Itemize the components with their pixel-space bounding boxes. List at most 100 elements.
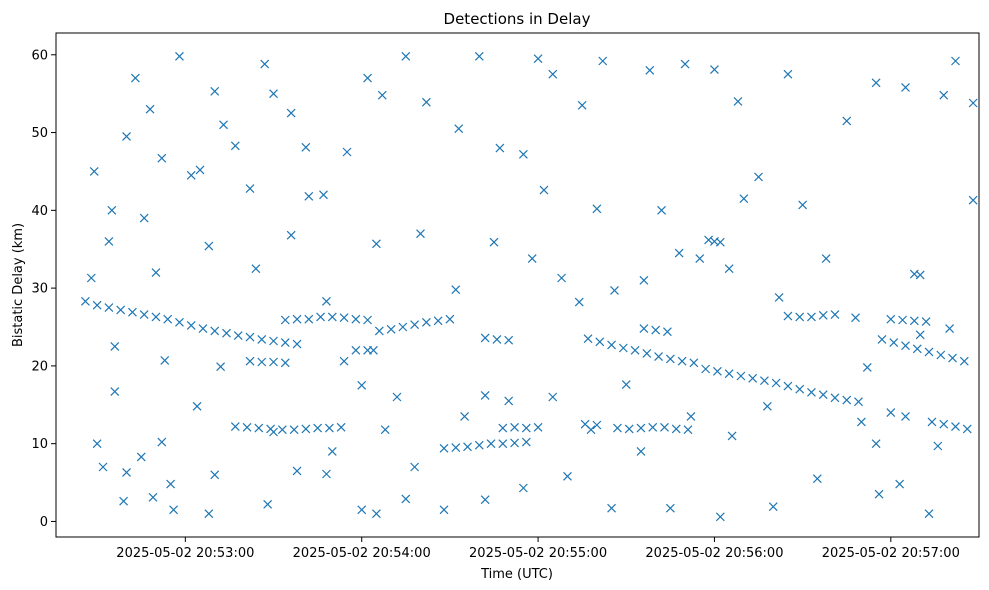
data-point-marker — [636, 423, 646, 433]
data-point-marker — [968, 98, 978, 108]
data-point-marker — [759, 376, 769, 386]
data-point-marker — [895, 479, 905, 489]
data-point-marker — [357, 505, 367, 515]
y-axis: 0 10 20 30 40 50 60 — [31, 48, 56, 530]
data-point-marker — [222, 328, 231, 338]
data-point-marker — [122, 468, 131, 477]
data-point-marker — [233, 331, 243, 340]
data-point-marker — [851, 313, 860, 323]
data-point-marker — [683, 425, 693, 435]
data-point-marker — [204, 241, 214, 251]
data-point-marker — [463, 442, 472, 452]
data-point-marker — [186, 321, 196, 330]
data-point-marker — [842, 116, 852, 126]
data-point-marker — [260, 59, 270, 69]
data-point-marker — [795, 384, 805, 394]
data-point-marker — [818, 310, 828, 320]
data-point-marker — [286, 108, 296, 118]
x-axis: 2025-05-02 20:53:00 2025-05-02 20:54:00 20… — [116, 537, 960, 561]
data-point-marker — [410, 462, 420, 472]
data-point-marker — [245, 332, 255, 342]
data-point-marker — [269, 89, 278, 99]
data-point-marker — [289, 425, 299, 435]
data-point-marker — [618, 343, 628, 353]
data-point-marker — [136, 452, 146, 462]
data-point-marker — [151, 268, 161, 277]
data-point-marker — [807, 312, 816, 322]
data-point-marker — [645, 65, 655, 75]
data-point-marker — [369, 345, 378, 355]
data-point-marker — [371, 239, 381, 249]
data-point-marker — [292, 339, 302, 349]
data-point-marker — [877, 335, 887, 344]
data-point-marker — [219, 120, 228, 130]
data-point-marker — [886, 408, 896, 417]
data-point-marker — [768, 502, 778, 512]
data-point-marker — [163, 314, 173, 324]
data-point-marker — [230, 141, 240, 151]
data-point-marker — [495, 143, 505, 153]
data-point-marker — [886, 314, 896, 324]
plot-frame — [55, 32, 980, 538]
data-point-marker — [175, 317, 184, 327]
data-point-marker — [304, 191, 314, 201]
data-point-marker — [198, 324, 208, 333]
data-point-marker — [774, 293, 784, 302]
x-tick-label: 2025-05-02 20:55:00 — [469, 546, 607, 561]
plot-area — [55, 32, 980, 538]
data-point-marker — [924, 347, 934, 357]
data-point-marker — [416, 229, 425, 239]
x-tick-label: 2025-05-02 20:56:00 — [645, 546, 783, 561]
y-tick-label: 30 — [31, 282, 48, 297]
data-point-marker — [98, 462, 108, 472]
data-point-marker — [489, 237, 499, 247]
data-point-marker — [912, 344, 922, 354]
data-point-marker — [724, 264, 734, 274]
data-point-marker — [748, 373, 758, 383]
data-point-marker — [736, 371, 746, 381]
data-point-marker — [624, 424, 634, 434]
data-point-marker — [301, 424, 311, 434]
data-point-marker — [474, 440, 484, 450]
data-point-marker — [783, 311, 793, 321]
data-point-marker — [539, 185, 549, 195]
data-point-marker — [339, 313, 349, 323]
data-point-marker — [504, 335, 514, 345]
data-point-marker — [192, 401, 202, 411]
data-point-marker — [324, 423, 334, 433]
data-point-marker — [701, 364, 711, 374]
data-point-marker — [301, 142, 311, 152]
data-point-marker — [486, 439, 496, 449]
data-point-marker — [533, 54, 543, 64]
data-point-marker — [959, 356, 969, 366]
data-point-marker — [401, 494, 411, 504]
data-point-marker — [480, 391, 490, 400]
data-point-marker — [210, 470, 220, 480]
data-point-marker — [460, 412, 470, 421]
data-point-marker — [592, 420, 602, 430]
data-point-marker — [386, 324, 396, 334]
data-point-marker — [871, 439, 881, 449]
data-point-marker — [871, 78, 881, 88]
data-point-marker — [642, 349, 652, 358]
data-point-marker — [510, 422, 519, 432]
data-point-marker — [854, 397, 863, 407]
data-point-marker — [351, 314, 361, 324]
data-point-marker — [939, 90, 949, 100]
data-point-marker — [518, 149, 528, 159]
data-point-marker — [286, 230, 296, 240]
x-tick-label: 2025-05-02 20:57:00 — [822, 546, 960, 561]
data-point-marker — [175, 51, 184, 61]
data-point-marker — [862, 363, 872, 372]
data-point-marker — [927, 417, 937, 427]
data-point-marker — [254, 423, 264, 433]
data-point-marker — [548, 69, 558, 79]
data-point-marker — [257, 335, 267, 344]
data-point-marker — [157, 153, 167, 163]
data-point-marker — [280, 338, 290, 347]
data-point-marker — [398, 322, 408, 332]
data-point-marker — [798, 200, 808, 210]
x-tick-label: 2025-05-02 20:53:00 — [116, 546, 254, 561]
data-point-marker — [148, 492, 158, 502]
x-tick-label: 2025-05-02 20:54:00 — [293, 546, 431, 561]
